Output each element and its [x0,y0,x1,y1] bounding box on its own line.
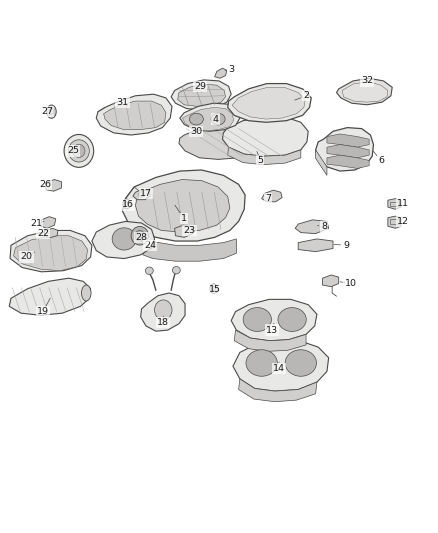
Polygon shape [316,150,327,175]
Text: 12: 12 [397,217,409,226]
Ellipse shape [243,308,272,332]
Ellipse shape [73,144,85,158]
Ellipse shape [155,300,172,320]
Polygon shape [327,155,369,168]
Polygon shape [239,379,317,402]
Ellipse shape [135,230,145,241]
Polygon shape [232,87,305,119]
Polygon shape [233,341,328,391]
Text: 16: 16 [122,200,134,209]
Text: 10: 10 [344,279,357,288]
Ellipse shape [112,228,136,250]
Polygon shape [143,239,237,261]
Polygon shape [135,180,230,232]
Text: 6: 6 [378,156,384,165]
Ellipse shape [211,114,225,125]
Text: 20: 20 [21,253,33,262]
Text: 29: 29 [194,82,206,91]
Ellipse shape [173,266,180,274]
Polygon shape [223,117,308,156]
Polygon shape [141,293,185,331]
Text: 7: 7 [265,194,271,203]
Ellipse shape [131,227,148,245]
Polygon shape [327,134,369,147]
Text: 2: 2 [303,91,309,100]
Polygon shape [10,230,92,272]
Polygon shape [388,199,401,209]
Polygon shape [179,123,266,159]
Ellipse shape [68,140,89,162]
Text: 32: 32 [361,76,373,85]
Polygon shape [295,220,328,233]
Ellipse shape [125,202,128,206]
Polygon shape [133,190,150,200]
Polygon shape [44,228,58,238]
Polygon shape [41,216,56,228]
Polygon shape [231,300,317,341]
Text: 18: 18 [157,318,170,327]
Text: 21: 21 [30,219,42,228]
Text: 23: 23 [184,226,195,235]
Text: 4: 4 [212,115,219,124]
Polygon shape [180,103,240,131]
Polygon shape [9,278,91,316]
Ellipse shape [139,192,144,197]
Text: 27: 27 [41,107,53,116]
Text: 15: 15 [208,285,221,294]
Polygon shape [178,84,226,107]
Text: 30: 30 [190,127,202,136]
Ellipse shape [64,134,94,167]
Polygon shape [183,108,234,131]
Text: 11: 11 [397,199,409,208]
Ellipse shape [145,267,153,274]
Polygon shape [316,127,374,171]
Polygon shape [336,78,392,105]
Text: 14: 14 [273,364,285,373]
Text: 5: 5 [258,156,263,165]
Polygon shape [322,275,339,287]
Polygon shape [122,170,245,241]
Text: 9: 9 [343,241,349,250]
Polygon shape [234,330,306,351]
Text: 8: 8 [321,222,327,231]
Text: 25: 25 [67,147,79,156]
Ellipse shape [285,350,317,376]
Text: 28: 28 [135,233,148,242]
Ellipse shape [246,350,277,376]
Polygon shape [171,80,231,110]
Text: 3: 3 [228,64,234,74]
Ellipse shape [210,284,218,294]
Text: 17: 17 [140,189,152,198]
Polygon shape [327,144,369,158]
Ellipse shape [212,287,215,291]
Polygon shape [104,101,166,130]
Polygon shape [261,190,282,202]
Ellipse shape [278,308,306,332]
Ellipse shape [49,109,53,115]
Ellipse shape [189,114,203,125]
Text: 22: 22 [37,229,49,238]
Polygon shape [228,147,301,165]
Polygon shape [175,225,193,237]
Polygon shape [215,68,227,78]
Text: 24: 24 [144,241,156,250]
Polygon shape [96,94,172,135]
Polygon shape [46,180,61,191]
Polygon shape [388,216,401,228]
Polygon shape [92,221,155,259]
Polygon shape [14,236,88,271]
Text: 26: 26 [39,180,51,189]
Polygon shape [228,84,311,122]
Polygon shape [298,239,333,252]
Text: 13: 13 [266,326,278,335]
Text: 1: 1 [181,214,187,223]
Text: 31: 31 [117,98,128,107]
Ellipse shape [81,285,91,301]
Ellipse shape [47,105,56,118]
Text: 19: 19 [37,307,49,316]
